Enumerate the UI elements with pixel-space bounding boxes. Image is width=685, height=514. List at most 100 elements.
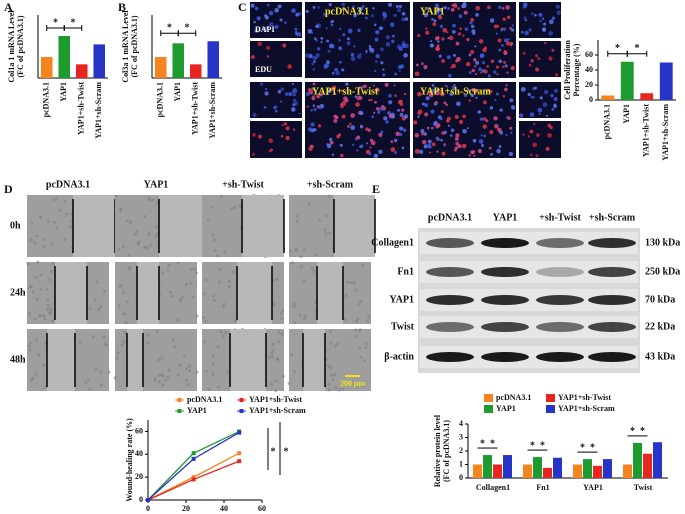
cell — [312, 104, 316, 107]
micrograph — [250, 121, 302, 158]
cell — [341, 101, 347, 106]
cell — [327, 89, 332, 94]
band — [481, 322, 529, 332]
cell — [285, 92, 289, 96]
cell — [502, 17, 506, 21]
texture — [270, 351, 274, 355]
texture — [217, 280, 221, 284]
cell — [505, 83, 508, 87]
texture — [47, 219, 51, 223]
y-tick-label: 40 — [135, 449, 143, 458]
cell — [380, 47, 384, 52]
band — [588, 352, 636, 362]
cell — [528, 28, 532, 32]
cell — [339, 27, 342, 31]
cell — [450, 7, 455, 12]
texture — [63, 199, 67, 203]
cell — [479, 117, 484, 121]
cell — [461, 143, 467, 149]
cell — [390, 140, 394, 143]
cell — [532, 142, 538, 148]
cell — [446, 31, 449, 34]
cell — [454, 146, 458, 150]
cell — [433, 122, 437, 126]
cell — [388, 93, 392, 98]
cell — [312, 59, 316, 63]
cell — [368, 99, 371, 102]
texture — [102, 289, 106, 293]
cell — [331, 44, 335, 49]
texture — [223, 250, 227, 254]
wound-gap — [127, 329, 143, 391]
cell — [470, 49, 475, 55]
y-tick-label: 40 — [585, 65, 593, 74]
cell — [375, 60, 378, 63]
cell — [535, 67, 540, 72]
texture — [52, 198, 56, 202]
cell — [372, 7, 375, 10]
cell — [470, 93, 474, 97]
panel-letter: E — [372, 182, 380, 196]
significance: * — [540, 440, 545, 451]
column-label: YAP1 — [493, 212, 518, 223]
cell — [399, 99, 403, 103]
cell — [538, 12, 543, 17]
cell — [330, 23, 334, 27]
cell — [434, 3, 440, 8]
cell — [382, 68, 385, 71]
cell — [324, 63, 330, 68]
texture — [333, 344, 337, 348]
texture — [171, 338, 175, 342]
texture — [267, 355, 271, 359]
texture — [46, 299, 50, 303]
cell — [340, 153, 344, 158]
cell — [353, 45, 356, 48]
cell — [510, 105, 516, 110]
significance: * — [71, 17, 76, 28]
cell — [356, 135, 361, 140]
cell — [369, 146, 372, 149]
texture — [35, 297, 39, 301]
y-tick-label: 60 — [135, 426, 143, 435]
texture — [280, 332, 284, 336]
texture — [46, 303, 50, 307]
cell — [510, 42, 514, 46]
band — [536, 295, 584, 305]
texture — [355, 319, 359, 323]
cell — [442, 27, 448, 33]
cell — [388, 2, 393, 7]
texture — [292, 370, 296, 374]
blot-row-label: Twist — [391, 321, 415, 332]
cell — [504, 38, 508, 43]
cell — [357, 28, 361, 32]
cell — [339, 143, 343, 147]
texture — [148, 244, 152, 248]
texture — [94, 367, 98, 371]
bar — [154, 57, 167, 78]
cell — [338, 60, 342, 64]
cell — [317, 47, 321, 51]
cell — [437, 88, 440, 92]
cell — [331, 153, 335, 157]
legend-swatch — [484, 394, 493, 402]
cell — [268, 138, 274, 144]
texture — [204, 319, 208, 323]
cell — [331, 71, 335, 75]
cell — [256, 16, 261, 21]
cell — [270, 148, 273, 152]
cell — [487, 74, 491, 78]
cell — [470, 24, 475, 29]
cell — [394, 72, 398, 76]
cell — [344, 98, 349, 103]
cell — [452, 4, 457, 8]
cell — [425, 30, 430, 35]
cell — [454, 114, 459, 119]
cell — [510, 65, 515, 71]
kda-label: 70 kDa — [645, 294, 675, 305]
cell — [349, 122, 352, 126]
cell — [310, 31, 314, 35]
bar — [40, 57, 53, 78]
cell — [375, 30, 379, 34]
cell — [434, 100, 439, 104]
cell — [356, 54, 362, 59]
